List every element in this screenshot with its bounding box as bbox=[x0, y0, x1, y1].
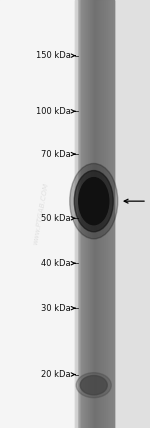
Bar bbox=[95, 0, 96, 428]
Bar bbox=[82, 0, 83, 428]
Bar bbox=[83, 0, 84, 428]
Text: www.PTGAB.COM: www.PTGAB.COM bbox=[32, 182, 49, 246]
Bar bbox=[102, 0, 103, 428]
Bar bbox=[92, 0, 93, 428]
Bar bbox=[114, 0, 150, 428]
Bar bbox=[101, 0, 102, 428]
Bar bbox=[88, 0, 89, 428]
Ellipse shape bbox=[70, 163, 118, 239]
Bar bbox=[97, 0, 98, 428]
Bar bbox=[98, 0, 99, 428]
Text: 20 kDa: 20 kDa bbox=[41, 370, 70, 379]
Bar bbox=[113, 0, 114, 428]
Bar bbox=[75, 0, 76, 428]
Bar bbox=[89, 0, 90, 428]
Bar bbox=[79, 0, 80, 428]
Bar bbox=[0, 0, 75, 428]
Bar bbox=[91, 0, 92, 428]
Bar bbox=[103, 0, 104, 428]
Text: 40 kDa: 40 kDa bbox=[41, 259, 70, 268]
Bar bbox=[113, 0, 114, 428]
Bar bbox=[100, 0, 101, 428]
Ellipse shape bbox=[80, 376, 107, 395]
Text: 100 kDa: 100 kDa bbox=[36, 107, 70, 116]
Bar bbox=[85, 0, 86, 428]
Bar bbox=[94, 0, 95, 428]
Bar bbox=[98, 0, 99, 428]
Bar bbox=[83, 0, 84, 428]
Bar bbox=[108, 0, 109, 428]
Bar bbox=[99, 0, 100, 428]
Bar bbox=[96, 0, 97, 428]
Text: 30 kDa: 30 kDa bbox=[41, 303, 70, 313]
Text: 50 kDa: 50 kDa bbox=[41, 214, 70, 223]
Bar bbox=[81, 0, 82, 428]
Bar bbox=[111, 0, 112, 428]
Bar bbox=[111, 0, 112, 428]
Text: 70 kDa: 70 kDa bbox=[41, 149, 70, 159]
Bar bbox=[94, 0, 95, 428]
Bar bbox=[106, 0, 107, 428]
Bar bbox=[90, 0, 91, 428]
Bar bbox=[104, 0, 105, 428]
Bar bbox=[93, 0, 94, 428]
Bar bbox=[76, 0, 77, 428]
Ellipse shape bbox=[79, 178, 109, 225]
Bar bbox=[75, 0, 77, 428]
Bar bbox=[107, 0, 108, 428]
Bar bbox=[109, 0, 110, 428]
Bar bbox=[77, 0, 78, 428]
Ellipse shape bbox=[74, 171, 113, 232]
Bar bbox=[81, 0, 82, 428]
Bar bbox=[96, 0, 97, 428]
Bar bbox=[86, 0, 87, 428]
Bar bbox=[87, 0, 88, 428]
Bar bbox=[80, 0, 81, 428]
Bar bbox=[105, 0, 106, 428]
Ellipse shape bbox=[76, 373, 111, 398]
Bar bbox=[84, 0, 85, 428]
Bar bbox=[78, 0, 79, 428]
Text: 150 kDa: 150 kDa bbox=[36, 51, 70, 60]
Bar bbox=[110, 0, 111, 428]
Bar bbox=[112, 0, 113, 428]
